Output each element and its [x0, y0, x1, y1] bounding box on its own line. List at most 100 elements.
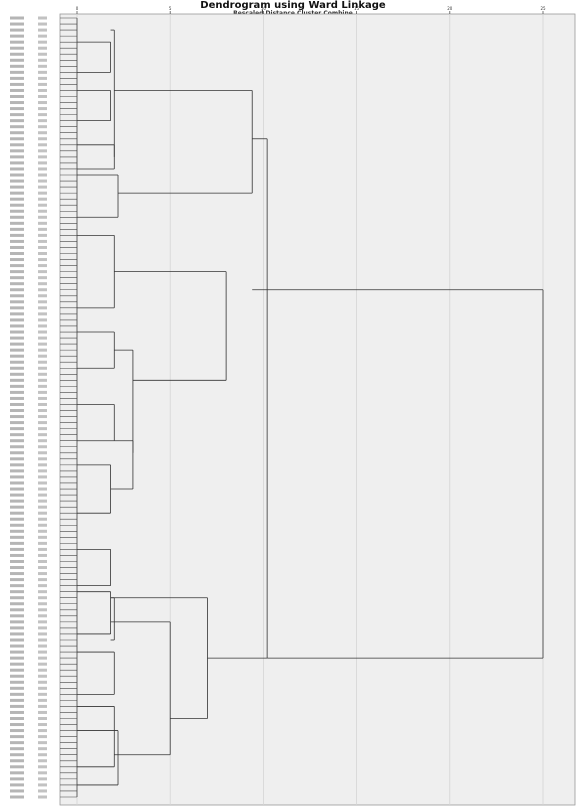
leaf-label-mark: [10, 113, 24, 117]
leaf-label-mark: [10, 427, 24, 431]
leaf-case-mark: [38, 221, 47, 225]
leaf-label-mark: [10, 215, 24, 219]
leaf-label-mark: [10, 686, 24, 690]
leaf-case-mark: [38, 312, 47, 316]
leaf-case-mark: [38, 46, 47, 50]
leaf-case-mark: [38, 662, 47, 666]
leaf-case-mark: [38, 131, 47, 135]
leaf-case-mark: [38, 203, 47, 207]
leaf-label-mark: [10, 656, 24, 660]
leaf-label-mark: [10, 372, 24, 376]
chart-subtitle: Rescaled Distance Cluster Combine: [233, 10, 353, 17]
leaf-case-mark: [38, 795, 47, 799]
leaf-case-mark: [38, 252, 47, 256]
leaf-label-mark: [10, 294, 24, 298]
leaf-case-mark: [38, 723, 47, 727]
leaf-label-mark: [10, 342, 24, 346]
leaf-case-mark: [38, 777, 47, 781]
leaf-label-mark: [10, 523, 24, 527]
leaf-case-mark: [38, 324, 47, 328]
leaf-label-mark: [10, 487, 24, 491]
leaf-label-mark: [10, 753, 24, 757]
leaf-label-mark: [10, 155, 24, 159]
leaf-label-mark: [10, 710, 24, 714]
leaf-case-mark: [38, 704, 47, 708]
leaf-case-mark: [38, 535, 47, 539]
leaf-case-mark: [38, 421, 47, 425]
leaf-label-mark: [10, 463, 24, 467]
leaf-case-mark: [38, 233, 47, 237]
leaf-label-mark: [10, 650, 24, 654]
leaf-label-mark: [10, 741, 24, 745]
leaf-case-mark: [38, 276, 47, 280]
leaf-label-mark: [10, 439, 24, 443]
leaf-case-mark: [38, 342, 47, 346]
leaf-label-mark: [10, 119, 24, 123]
leaf-label-mark: [10, 185, 24, 189]
leaf-case-mark: [38, 644, 47, 648]
x-tick-label: 10: [261, 6, 267, 11]
leaf-case-mark: [38, 578, 47, 582]
leaf-label-mark: [10, 318, 24, 322]
leaf-case-mark: [38, 179, 47, 183]
leaf-case-mark: [38, 523, 47, 527]
leaf-label-mark: [10, 541, 24, 545]
leaf-case-mark: [38, 559, 47, 563]
leaf-case-mark: [38, 547, 47, 551]
leaf-case-mark: [38, 759, 47, 763]
leaf-case-mark: [38, 475, 47, 479]
leaf-label-mark: [10, 264, 24, 268]
leaf-label-mark: [10, 553, 24, 557]
leaf-case-mark: [38, 469, 47, 473]
leaf-label-mark: [10, 167, 24, 171]
leaf-label-mark: [10, 596, 24, 600]
leaf-label-mark: [10, 384, 24, 388]
leaf-label-mark: [10, 46, 24, 50]
leaf-case-mark: [38, 415, 47, 419]
leaf-case-mark: [38, 161, 47, 165]
leaf-label-mark: [10, 692, 24, 696]
leaf-label-mark: [10, 511, 24, 515]
leaf-label-mark: [10, 52, 24, 56]
leaf-case-mark: [38, 505, 47, 509]
leaf-label-mark: [10, 143, 24, 147]
leaf-case-mark: [38, 680, 47, 684]
leaf-label-mark: [10, 457, 24, 461]
leaf-case-mark: [38, 336, 47, 340]
leaf-case-mark: [38, 402, 47, 406]
leaf-label-mark: [10, 227, 24, 231]
leaf-case-mark: [38, 650, 47, 654]
leaf-case-mark: [38, 716, 47, 720]
leaf-case-mark: [38, 197, 47, 201]
leaf-case-mark: [38, 119, 47, 123]
leaf-case-mark: [38, 427, 47, 431]
leaf-case-mark: [38, 209, 47, 213]
leaf-case-mark: [38, 626, 47, 630]
leaf-label-mark: [10, 704, 24, 708]
leaf-label-mark: [10, 330, 24, 334]
leaf-label-mark: [10, 276, 24, 280]
leaf-label-mark: [10, 421, 24, 425]
leaf-label-mark: [10, 632, 24, 636]
leaf-label-mark: [10, 535, 24, 539]
leaf-case-mark: [38, 620, 47, 624]
leaf-case-mark: [38, 143, 47, 147]
leaf-case-mark: [38, 360, 47, 364]
leaf-case-mark: [38, 88, 47, 92]
leaf-case-mark: [38, 70, 47, 74]
leaf-label-mark: [10, 493, 24, 497]
leaf-case-mark: [38, 306, 47, 310]
leaf-case-mark: [38, 22, 47, 26]
leaf-case-mark: [38, 433, 47, 437]
leaf-label-mark: [10, 783, 24, 787]
leaf-label-mark: [10, 312, 24, 316]
leaf-case-mark: [38, 155, 47, 159]
leaf-case-mark: [38, 771, 47, 775]
leaf-label-mark: [10, 735, 24, 739]
leaf-case-mark: [38, 264, 47, 268]
leaf-label-mark: [10, 451, 24, 455]
leaf-label-mark: [10, 572, 24, 576]
leaf-case-mark: [38, 457, 47, 461]
